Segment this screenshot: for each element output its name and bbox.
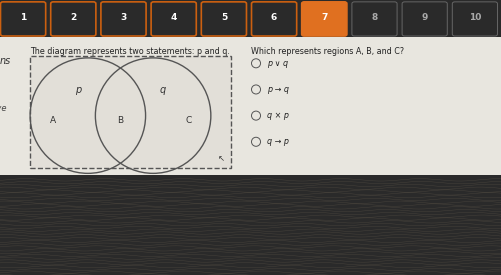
Text: C: C (185, 116, 191, 125)
Text: The diagram represents two statements: p and q.: The diagram represents two statements: p… (30, 47, 229, 56)
Text: 5: 5 (220, 13, 226, 22)
Text: 1: 1 (20, 13, 26, 22)
Text: B: B (117, 116, 123, 125)
Text: ns: ns (0, 56, 11, 66)
Bar (0, 37, 501, 175)
Text: p ∨ q: p ∨ q (267, 59, 288, 68)
Text: 3: 3 (120, 13, 126, 22)
Bar (30, 56, 230, 168)
Text: Which represents regions A, B, and C?: Which represents regions A, B, and C? (250, 47, 403, 56)
Text: 10: 10 (468, 13, 480, 22)
FancyBboxPatch shape (451, 2, 496, 36)
Text: 4: 4 (170, 13, 176, 22)
FancyBboxPatch shape (301, 2, 346, 36)
FancyBboxPatch shape (101, 2, 146, 36)
Text: 2: 2 (70, 13, 76, 22)
Text: 7: 7 (321, 13, 327, 22)
Text: q × p: q × p (267, 111, 289, 120)
Text: q: q (160, 85, 166, 95)
FancyBboxPatch shape (351, 2, 396, 36)
Text: 8: 8 (371, 13, 377, 22)
Text: ↖: ↖ (217, 154, 224, 163)
Text: p → q: p → q (267, 85, 289, 94)
FancyBboxPatch shape (1, 2, 46, 36)
FancyBboxPatch shape (251, 2, 296, 36)
FancyBboxPatch shape (151, 2, 196, 36)
Text: ive: ive (0, 104, 8, 113)
Text: 6: 6 (271, 13, 277, 22)
Text: 9: 9 (421, 13, 427, 22)
Text: p: p (75, 85, 81, 95)
FancyBboxPatch shape (201, 2, 246, 36)
Text: q → p: q → p (267, 137, 289, 146)
FancyBboxPatch shape (51, 2, 96, 36)
FancyBboxPatch shape (401, 2, 446, 36)
Text: A: A (50, 116, 56, 125)
